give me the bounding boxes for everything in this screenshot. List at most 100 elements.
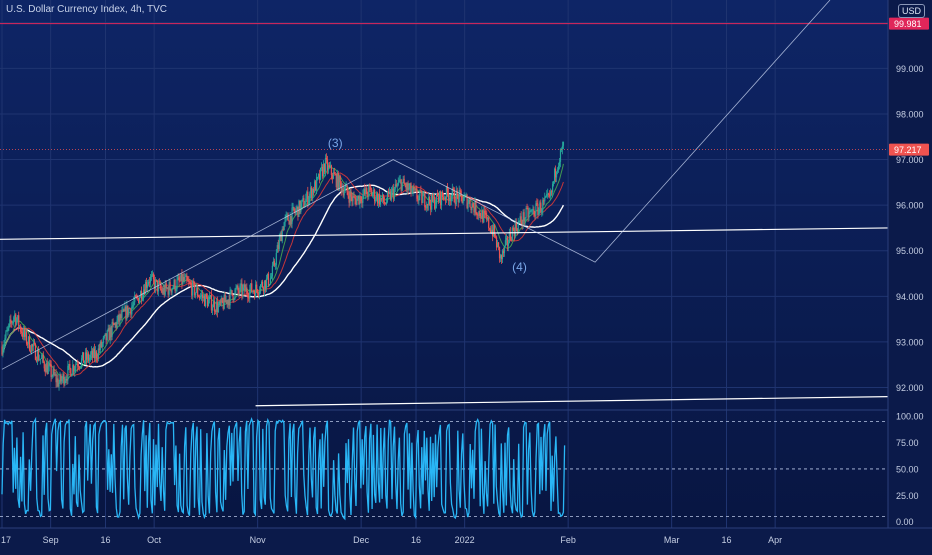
candle-body — [480, 216, 482, 219]
candle-body — [454, 202, 456, 205]
candle-body — [526, 208, 528, 209]
candle-body — [375, 199, 377, 202]
candle-body — [204, 294, 207, 307]
candle-body — [166, 287, 168, 289]
trendline-drawings[interactable]: (3) (4) — [0, 0, 889, 407]
support-trendline — [0, 227, 889, 240]
candle-body — [512, 227, 514, 230]
candle-body — [551, 191, 553, 193]
candle-body — [411, 191, 413, 194]
wave-label: (4) — [512, 260, 527, 274]
candle-body — [293, 206, 295, 212]
candle-body — [142, 297, 144, 300]
currency-badge[interactable]: USD — [898, 4, 926, 18]
candle-body — [62, 374, 64, 380]
candle-body — [158, 282, 160, 284]
candle-body — [459, 190, 461, 191]
candle-body — [24, 331, 27, 337]
candle-body — [479, 211, 481, 217]
candle-body — [70, 368, 72, 377]
candle-body — [393, 188, 395, 199]
candle-body — [227, 299, 229, 305]
candle-body — [383, 201, 386, 204]
candle-body — [450, 196, 452, 202]
candle-body — [13, 317, 15, 322]
candle-body — [435, 193, 438, 205]
candle-body — [418, 195, 420, 201]
candle-body — [414, 189, 416, 190]
candle-body — [265, 278, 268, 289]
candle-body — [484, 210, 486, 213]
candle-body — [505, 237, 508, 241]
candle-body — [403, 178, 405, 185]
candle-body — [397, 182, 399, 186]
candle-body — [1, 346, 3, 355]
candle-body — [424, 193, 426, 208]
candle-body — [405, 185, 407, 190]
candle-body — [400, 179, 402, 191]
candle-body — [54, 374, 56, 376]
candle-body — [367, 194, 369, 197]
candle-body — [256, 284, 258, 290]
osc-tick-label: 50.00 — [896, 464, 919, 474]
candle-body — [463, 196, 465, 201]
candle-body — [441, 191, 444, 198]
candle-body — [30, 344, 33, 352]
candle-body — [545, 196, 547, 198]
candle-body — [177, 277, 179, 280]
candle-body — [341, 188, 343, 192]
candle-body — [129, 308, 131, 310]
candle-body — [15, 314, 17, 325]
candle-body — [213, 300, 215, 311]
candle-body — [336, 173, 338, 188]
candle-body — [308, 199, 310, 205]
candle-body — [131, 306, 133, 315]
candle-body — [66, 378, 68, 381]
candle-body — [399, 179, 401, 181]
candle-body — [21, 331, 23, 334]
candle-body — [284, 217, 286, 223]
candle-body — [210, 295, 213, 311]
candle-body — [190, 283, 192, 286]
candle-body — [348, 196, 350, 203]
candle-body — [155, 279, 157, 281]
candle-body — [76, 363, 78, 365]
candle-body — [352, 196, 354, 202]
candle-body — [322, 163, 325, 177]
candle-body — [181, 273, 183, 285]
osc-tick-label: 25.00 — [896, 491, 919, 501]
candle-body — [510, 239, 512, 241]
candle-body — [528, 212, 530, 218]
time-tick-label: Apr — [768, 535, 782, 545]
candle-body — [555, 171, 558, 178]
candle-body — [469, 199, 471, 207]
candle-body — [215, 301, 217, 312]
candle-body — [115, 323, 117, 328]
candle-body — [471, 203, 473, 211]
candle-body — [274, 264, 276, 266]
candle-body — [165, 283, 167, 289]
candle-body — [462, 200, 464, 204]
candle-body — [330, 165, 332, 175]
candle-body — [382, 194, 385, 202]
candle-body — [452, 188, 454, 190]
candle-body — [193, 281, 195, 283]
candle-body — [260, 281, 263, 285]
candle-body — [446, 186, 449, 193]
candle-body — [333, 172, 335, 175]
candle-body — [5, 331, 7, 339]
candle-body — [148, 281, 151, 283]
candle-body — [413, 187, 415, 190]
candle-body — [494, 224, 496, 237]
candle-body — [458, 190, 460, 203]
candle-body — [127, 305, 129, 316]
candle-body — [538, 209, 540, 216]
candle-body — [112, 322, 114, 324]
time-axis-panel — [0, 528, 932, 550]
candle-body — [416, 190, 418, 199]
candle-body — [81, 358, 83, 367]
candle-body — [96, 358, 98, 360]
candle-body — [272, 261, 274, 266]
candle-body — [359, 196, 361, 205]
